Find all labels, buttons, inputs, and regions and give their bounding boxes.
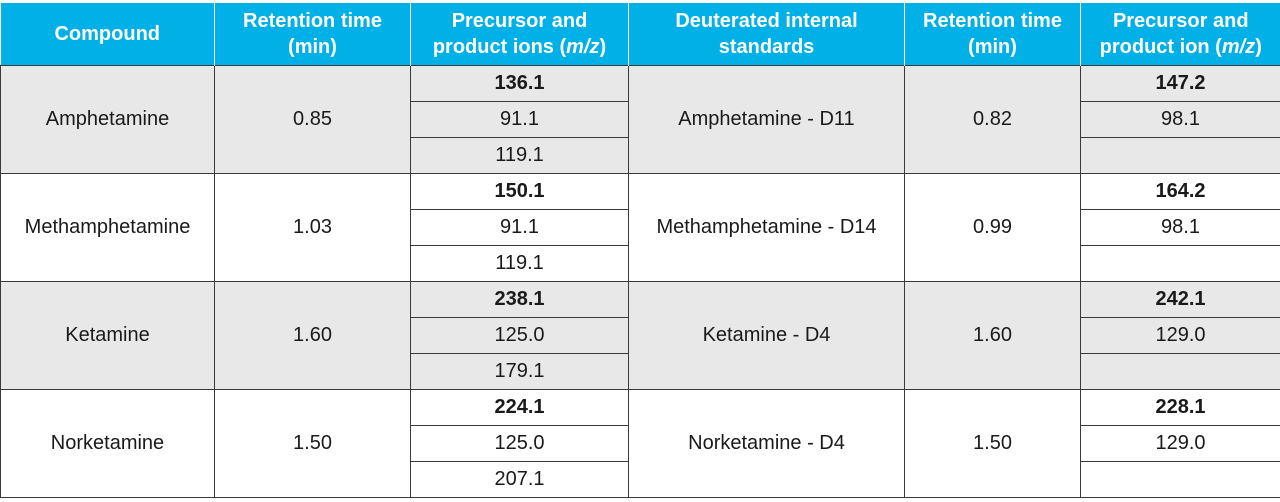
product-ion: 125.0 (411, 317, 629, 353)
product-ion: 119.1 (411, 245, 629, 281)
retention-time: 1.50 (215, 389, 411, 497)
header-standard-retention-time: Retention time(min) (905, 3, 1081, 65)
standard-retention-time: 0.99 (905, 173, 1081, 281)
standard-product-ion: 98.1 (1081, 209, 1280, 245)
standard-product-ion: 98.1 (1081, 101, 1280, 137)
product-ion: 119.1 (411, 137, 629, 173)
product-ion: 125.0 (411, 425, 629, 461)
standard-product-ion: 129.0 (1081, 425, 1280, 461)
compound-name: Amphetamine (1, 65, 215, 173)
compound-name: Norketamine (1, 389, 215, 497)
header-row: Compound Retention time(min) Precursor a… (1, 3, 1280, 65)
retention-time: 1.03 (215, 173, 411, 281)
product-ion: 91.1 (411, 209, 629, 245)
standard-retention-time: 0.82 (905, 65, 1081, 173)
table-row: Amphetamine 0.85 136.1 Amphetamine - D11… (1, 65, 1280, 101)
header-retention-time: Retention time(min) (215, 3, 411, 65)
standard-product-ion (1081, 137, 1280, 173)
standard-retention-time: 1.50 (905, 389, 1081, 497)
table-row: Ketamine 1.60 238.1 Ketamine - D4 1.60 2… (1, 281, 1280, 317)
compound-name: Methamphetamine (1, 173, 215, 281)
standard-product-ion (1081, 353, 1280, 389)
compound-table: Compound Retention time(min) Precursor a… (0, 3, 1280, 498)
standard-precursor-ion: 242.1 (1081, 281, 1280, 317)
standard-name: Methamphetamine - D14 (629, 173, 905, 281)
standard-name: Ketamine - D4 (629, 281, 905, 389)
retention-time: 1.60 (215, 281, 411, 389)
table-row: Methamphetamine 1.03 150.1 Methamphetami… (1, 173, 1280, 209)
compound-group-ketamine: Ketamine 1.60 238.1 Ketamine - D4 1.60 2… (1, 281, 1280, 389)
standard-retention-time: 1.60 (905, 281, 1081, 389)
header-compound: Compound (1, 3, 215, 65)
compound-group-methamphetamine: Methamphetamine 1.03 150.1 Methamphetami… (1, 173, 1280, 281)
standard-product-ion: 129.0 (1081, 317, 1280, 353)
standard-precursor-ion: 147.2 (1081, 65, 1280, 101)
table-row: Norketamine 1.50 224.1 Norketamine - D4 … (1, 389, 1280, 425)
compound-group-amphetamine: Amphetamine 0.85 136.1 Amphetamine - D11… (1, 65, 1280, 173)
precursor-ion: 150.1 (411, 173, 629, 209)
standard-name: Norketamine - D4 (629, 389, 905, 497)
product-ion: 179.1 (411, 353, 629, 389)
product-ion: 207.1 (411, 461, 629, 497)
retention-time: 0.85 (215, 65, 411, 173)
precursor-ion: 136.1 (411, 65, 629, 101)
product-ion: 91.1 (411, 101, 629, 137)
compound-group-norketamine: Norketamine 1.50 224.1 Norketamine - D4 … (1, 389, 1280, 497)
compound-name: Ketamine (1, 281, 215, 389)
standard-product-ion (1081, 245, 1280, 281)
precursor-ion: 224.1 (411, 389, 629, 425)
standard-precursor-ion: 164.2 (1081, 173, 1280, 209)
precursor-ion: 238.1 (411, 281, 629, 317)
standard-product-ion (1081, 461, 1280, 497)
standard-name: Amphetamine - D11 (629, 65, 905, 173)
standard-precursor-ion: 228.1 (1081, 389, 1280, 425)
